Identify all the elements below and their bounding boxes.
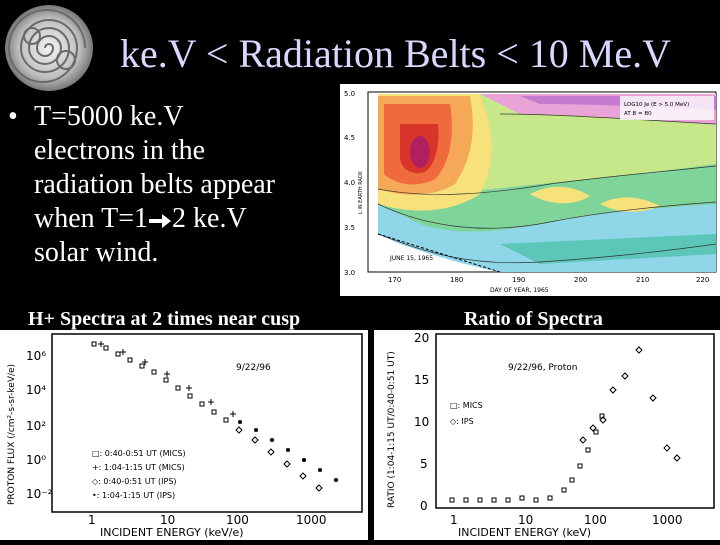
x-tick-label: 10 — [518, 513, 533, 527]
legend-entry: ◇: IPS — [450, 417, 474, 426]
x-tick-label: 180 — [450, 276, 463, 284]
left-plot-y-label: PROTON FLUX (/cm²-s-sr-keV/e) — [7, 364, 17, 505]
x-tick-label: 100 — [584, 513, 607, 527]
contour-bands — [378, 94, 716, 272]
right-arrow-icon — [149, 213, 172, 228]
top-figure-x-label: DAY OF YEAR, 1965 — [490, 287, 549, 294]
left-plot-dot-markers — [238, 420, 338, 482]
top-figure-legend-line-2: AT B = B0 — [624, 111, 652, 117]
right-plot-caption: Ratio of Spectra — [464, 308, 603, 330]
bullet-line-5: solar wind. — [34, 237, 159, 268]
left-plot-legend: □: 0:40-0:51 UT (MICS) +: 1:04-1:15 UT (… — [92, 449, 186, 500]
y-tick-label: 5 — [420, 457, 428, 471]
legend-entry: ◇: 0:40-0:51 UT (IPS) — [92, 477, 177, 486]
y-tick-label: 10 — [414, 415, 429, 429]
y-tick-label: 4.5 — [344, 134, 355, 142]
x-tick-label: 100 — [226, 513, 249, 527]
x-tick-label: 1000 — [652, 513, 683, 527]
spiral-logo-icon — [2, 2, 96, 94]
bullet-line-4b: 2 ke.V — [172, 203, 247, 234]
right-plot-date: 9/22/96, Proton — [508, 363, 577, 373]
legend-entry: □: 0:40-0:51 UT (MICS) — [92, 449, 186, 458]
bullet-line-2: electrons in the — [34, 135, 206, 166]
bullet-line-3: radiation belts appear — [34, 169, 276, 200]
legend-entry: +: 1:04-1:15 UT (MICS) — [92, 463, 185, 472]
x-tick-label: 1 — [88, 513, 96, 527]
slide-title: ke.V < Radiation Belts < 10 Me.V — [120, 31, 671, 76]
x-tick-label: 10 — [160, 513, 175, 527]
top-figure-x-ticks: 170 180 190 200 210 220 — [388, 276, 709, 284]
right-plot-x-label: INCIDENT ENERGY (keV) — [458, 526, 591, 539]
left-plot-x-label: INCIDENT ENERGY (keV/e) — [100, 526, 244, 539]
right-plot-data-markers — [449, 346, 681, 503]
top-figure-y-label: L IN EARTH RADII — [358, 171, 364, 214]
contour-lines — [377, 113, 717, 264]
y-tick-label: 10⁰ — [26, 453, 46, 467]
x-tick-label: 210 — [636, 276, 649, 284]
y-tick-label: 10² — [26, 419, 46, 433]
right-plot-x-ticks: 1 10 100 1000 — [450, 513, 683, 527]
top-figure-date-note: JUNE 15, 1965 — [389, 255, 433, 262]
y-tick-label: 5.0 — [344, 90, 355, 98]
bullet-line-1: T=5000 ke.V — [34, 101, 184, 132]
x-tick-label: 170 — [388, 276, 401, 284]
bullet-line-4a: when T=1 — [34, 203, 149, 234]
top-figure-legend-line-1: LOG10 Je (E > 5.0 MeV) — [624, 102, 689, 108]
y-tick-label: 0 — [420, 499, 428, 513]
y-tick-label: 10⁴ — [26, 383, 46, 397]
x-tick-label: 220 — [696, 276, 709, 284]
left-plot-y-ticks: 10⁶ 10⁴ 10² 10⁰ 10⁻² — [26, 349, 53, 501]
x-tick-label: 1000 — [296, 513, 327, 527]
y-tick-label: 3.0 — [344, 269, 355, 277]
bullet-dot: • — [8, 101, 18, 132]
x-tick-label: 1 — [450, 513, 458, 527]
left-plot-data-markers — [91, 341, 323, 492]
y-tick-label: 15 — [414, 373, 429, 387]
radiation-belt-contour-figure: 5.0 4.5 4.0 3.5 3.0 L IN EARTH RADII 170… — [340, 84, 720, 296]
legend-entry: •: 1:04-1:15 UT (IPS) — [92, 491, 175, 500]
top-figure-y-ticks: 5.0 4.5 4.0 3.5 3.0 — [344, 90, 355, 277]
left-plot-x-ticks: 1 10 100 1000 — [88, 513, 327, 527]
left-plot-caption: H+ Spectra at 2 times near cusp — [28, 308, 301, 330]
left-plot-date: 9/22/96 — [236, 363, 271, 373]
y-tick-label: 20 — [414, 331, 429, 345]
bullet-line-4: when T=1 2 ke.V — [34, 202, 324, 236]
y-tick-label: 4.0 — [344, 179, 355, 187]
right-plot-y-label: RATIO (1:04-1:15 UT/0:40-0:51 UT) — [387, 351, 397, 508]
right-plot-legend: □: MICS ◇: IPS — [450, 401, 483, 426]
legend-entry: □: MICS — [450, 401, 483, 410]
spectra-ratio-plot: RATIO (1:04-1:15 UT/0:40-0:51 UT) 20 15 … — [374, 330, 720, 540]
y-tick-label: 10⁶ — [26, 349, 46, 363]
y-tick-label: 3.5 — [344, 224, 355, 232]
x-tick-label: 190 — [512, 276, 525, 284]
proton-spectra-plot: PROTON FLUX (/cm²-s-sr-keV/e) 10⁶ 10⁴ 10… — [0, 330, 368, 540]
right-plot-y-ticks: 20 15 10 5 0 — [414, 331, 429, 513]
x-tick-label: 200 — [574, 276, 587, 284]
y-tick-label: 10⁻² — [26, 487, 53, 501]
bullet-text: T=5000 ke.V electrons in the radiation b… — [34, 100, 324, 270]
